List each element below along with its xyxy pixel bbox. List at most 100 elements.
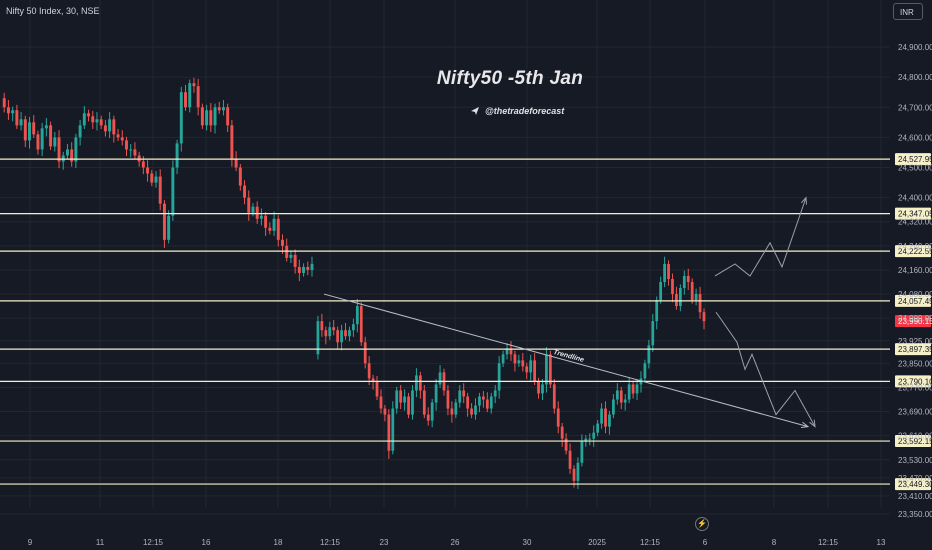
candle-body[interactable]	[675, 294, 678, 307]
candle-body[interactable]	[324, 330, 328, 337]
candle-body[interactable]	[458, 390, 462, 403]
candle-body[interactable]	[196, 86, 200, 108]
candle-body[interactable]	[596, 423, 600, 433]
candle-body[interactable]	[243, 185, 247, 198]
candle-body[interactable]	[694, 294, 698, 301]
candle-body[interactable]	[2, 98, 6, 108]
candle-body[interactable]	[682, 275, 686, 289]
candle-body[interactable]	[521, 360, 525, 367]
candle-body[interactable]	[120, 137, 124, 141]
candle-body[interactable]	[659, 282, 663, 301]
candle-body[interactable]	[552, 384, 556, 409]
candle-body[interactable]	[556, 408, 560, 427]
candle-body[interactable]	[438, 372, 442, 385]
candle-body[interactable]	[454, 402, 458, 415]
candle-body[interactable]	[572, 468, 576, 481]
candle-body[interactable]	[171, 167, 175, 216]
candle-body[interactable]	[91, 116, 95, 123]
candle-body[interactable]	[399, 390, 403, 403]
candle-body[interactable]	[375, 381, 379, 397]
candlestick-series[interactable]	[2, 77, 706, 489]
candle-body[interactable]	[95, 119, 99, 123]
candle-body[interactable]	[150, 173, 154, 183]
candle-body[interactable]	[667, 263, 670, 279]
candle-body[interactable]	[103, 125, 107, 132]
candle-body[interactable]	[651, 321, 655, 346]
candle-body[interactable]	[15, 110, 19, 126]
candle-body[interactable]	[78, 125, 82, 138]
candle-body[interactable]	[230, 125, 234, 159]
candle-body[interactable]	[482, 396, 485, 400]
candle-body[interactable]	[238, 167, 242, 186]
candle-body[interactable]	[600, 408, 603, 424]
candle-body[interactable]	[108, 119, 112, 132]
candle-body[interactable]	[82, 113, 86, 126]
candle-body[interactable]	[99, 119, 103, 126]
candle-body[interactable]	[188, 83, 192, 108]
candle-body[interactable]	[584, 438, 588, 442]
candle-body[interactable]	[234, 158, 238, 168]
candle-body[interactable]	[328, 327, 332, 337]
candle-body[interactable]	[116, 134, 120, 138]
candle-body[interactable]	[631, 384, 635, 394]
candle-body[interactable]	[340, 330, 343, 343]
candle-body[interactable]	[643, 363, 647, 379]
candle-body[interactable]	[344, 330, 347, 337]
candle-body[interactable]	[74, 137, 78, 162]
candle-body[interactable]	[560, 426, 564, 439]
candle-body[interactable]	[259, 215, 263, 219]
candle-body[interactable]	[635, 384, 639, 394]
candle-body[interactable]	[379, 396, 383, 409]
candle-body[interactable]	[352, 324, 355, 331]
candle-body[interactable]	[592, 432, 596, 439]
candle-body[interactable]	[517, 360, 521, 364]
candle-body[interactable]	[192, 83, 196, 87]
candle-body[interactable]	[623, 399, 627, 403]
candle-body[interactable]	[671, 278, 674, 295]
candle-body[interactable]	[272, 218, 276, 231]
candle-body[interactable]	[289, 254, 293, 258]
candle-body[interactable]	[537, 381, 540, 394]
candle-body[interactable]	[655, 300, 659, 322]
candle-body[interactable]	[541, 384, 544, 394]
candle-body[interactable]	[371, 378, 375, 382]
candle-body[interactable]	[690, 282, 694, 301]
candle-body[interactable]	[576, 462, 580, 481]
candle-body[interactable]	[137, 155, 141, 162]
candle-body[interactable]	[141, 161, 145, 168]
candle-body[interactable]	[49, 125, 53, 147]
candle-body[interactable]	[167, 215, 171, 240]
candle-body[interactable]	[293, 254, 297, 267]
candle-body[interactable]	[367, 363, 371, 379]
candle-body[interactable]	[450, 408, 454, 415]
candle-body[interactable]	[545, 354, 548, 385]
candle-body[interactable]	[320, 321, 324, 331]
candle-body[interactable]	[489, 396, 493, 409]
candle-body[interactable]	[209, 110, 213, 126]
horizontal-levels[interactable]: 24,527.95 24,347.05 24,222.55 24,057.45 23,8…	[0, 153, 932, 491]
trendline-line[interactable]	[323, 293, 809, 428]
candle-body[interactable]	[702, 312, 706, 322]
candle-body[interactable]	[306, 266, 310, 270]
candle-body[interactable]	[65, 149, 69, 156]
candle-body[interactable]	[310, 263, 314, 270]
candle-body[interactable]	[205, 110, 209, 126]
candle-body[interactable]	[430, 402, 434, 421]
candle-body[interactable]	[415, 375, 418, 391]
candle-body[interactable]	[129, 149, 133, 151]
candle-body[interactable]	[604, 408, 607, 427]
time-axis[interactable]: 9 11 12:15 16 18 12:15 23 26 30 2025 12:15 6 8 12:15 1…	[28, 538, 886, 547]
candle-body[interactable]	[509, 348, 513, 355]
candle-body[interactable]	[418, 375, 422, 391]
candle-body[interactable]	[619, 390, 623, 403]
candle-body[interactable]	[497, 363, 501, 391]
candle-body[interactable]	[466, 396, 470, 409]
candle-body[interactable]	[23, 119, 27, 141]
candle-body[interactable]	[11, 110, 15, 114]
candle-body[interactable]	[525, 366, 529, 373]
candle-body[interactable]	[698, 294, 702, 313]
candle-body[interactable]	[686, 275, 690, 283]
candle-body[interactable]	[276, 218, 280, 240]
candle-body[interactable]	[485, 399, 489, 409]
candle-body[interactable]	[434, 384, 438, 403]
